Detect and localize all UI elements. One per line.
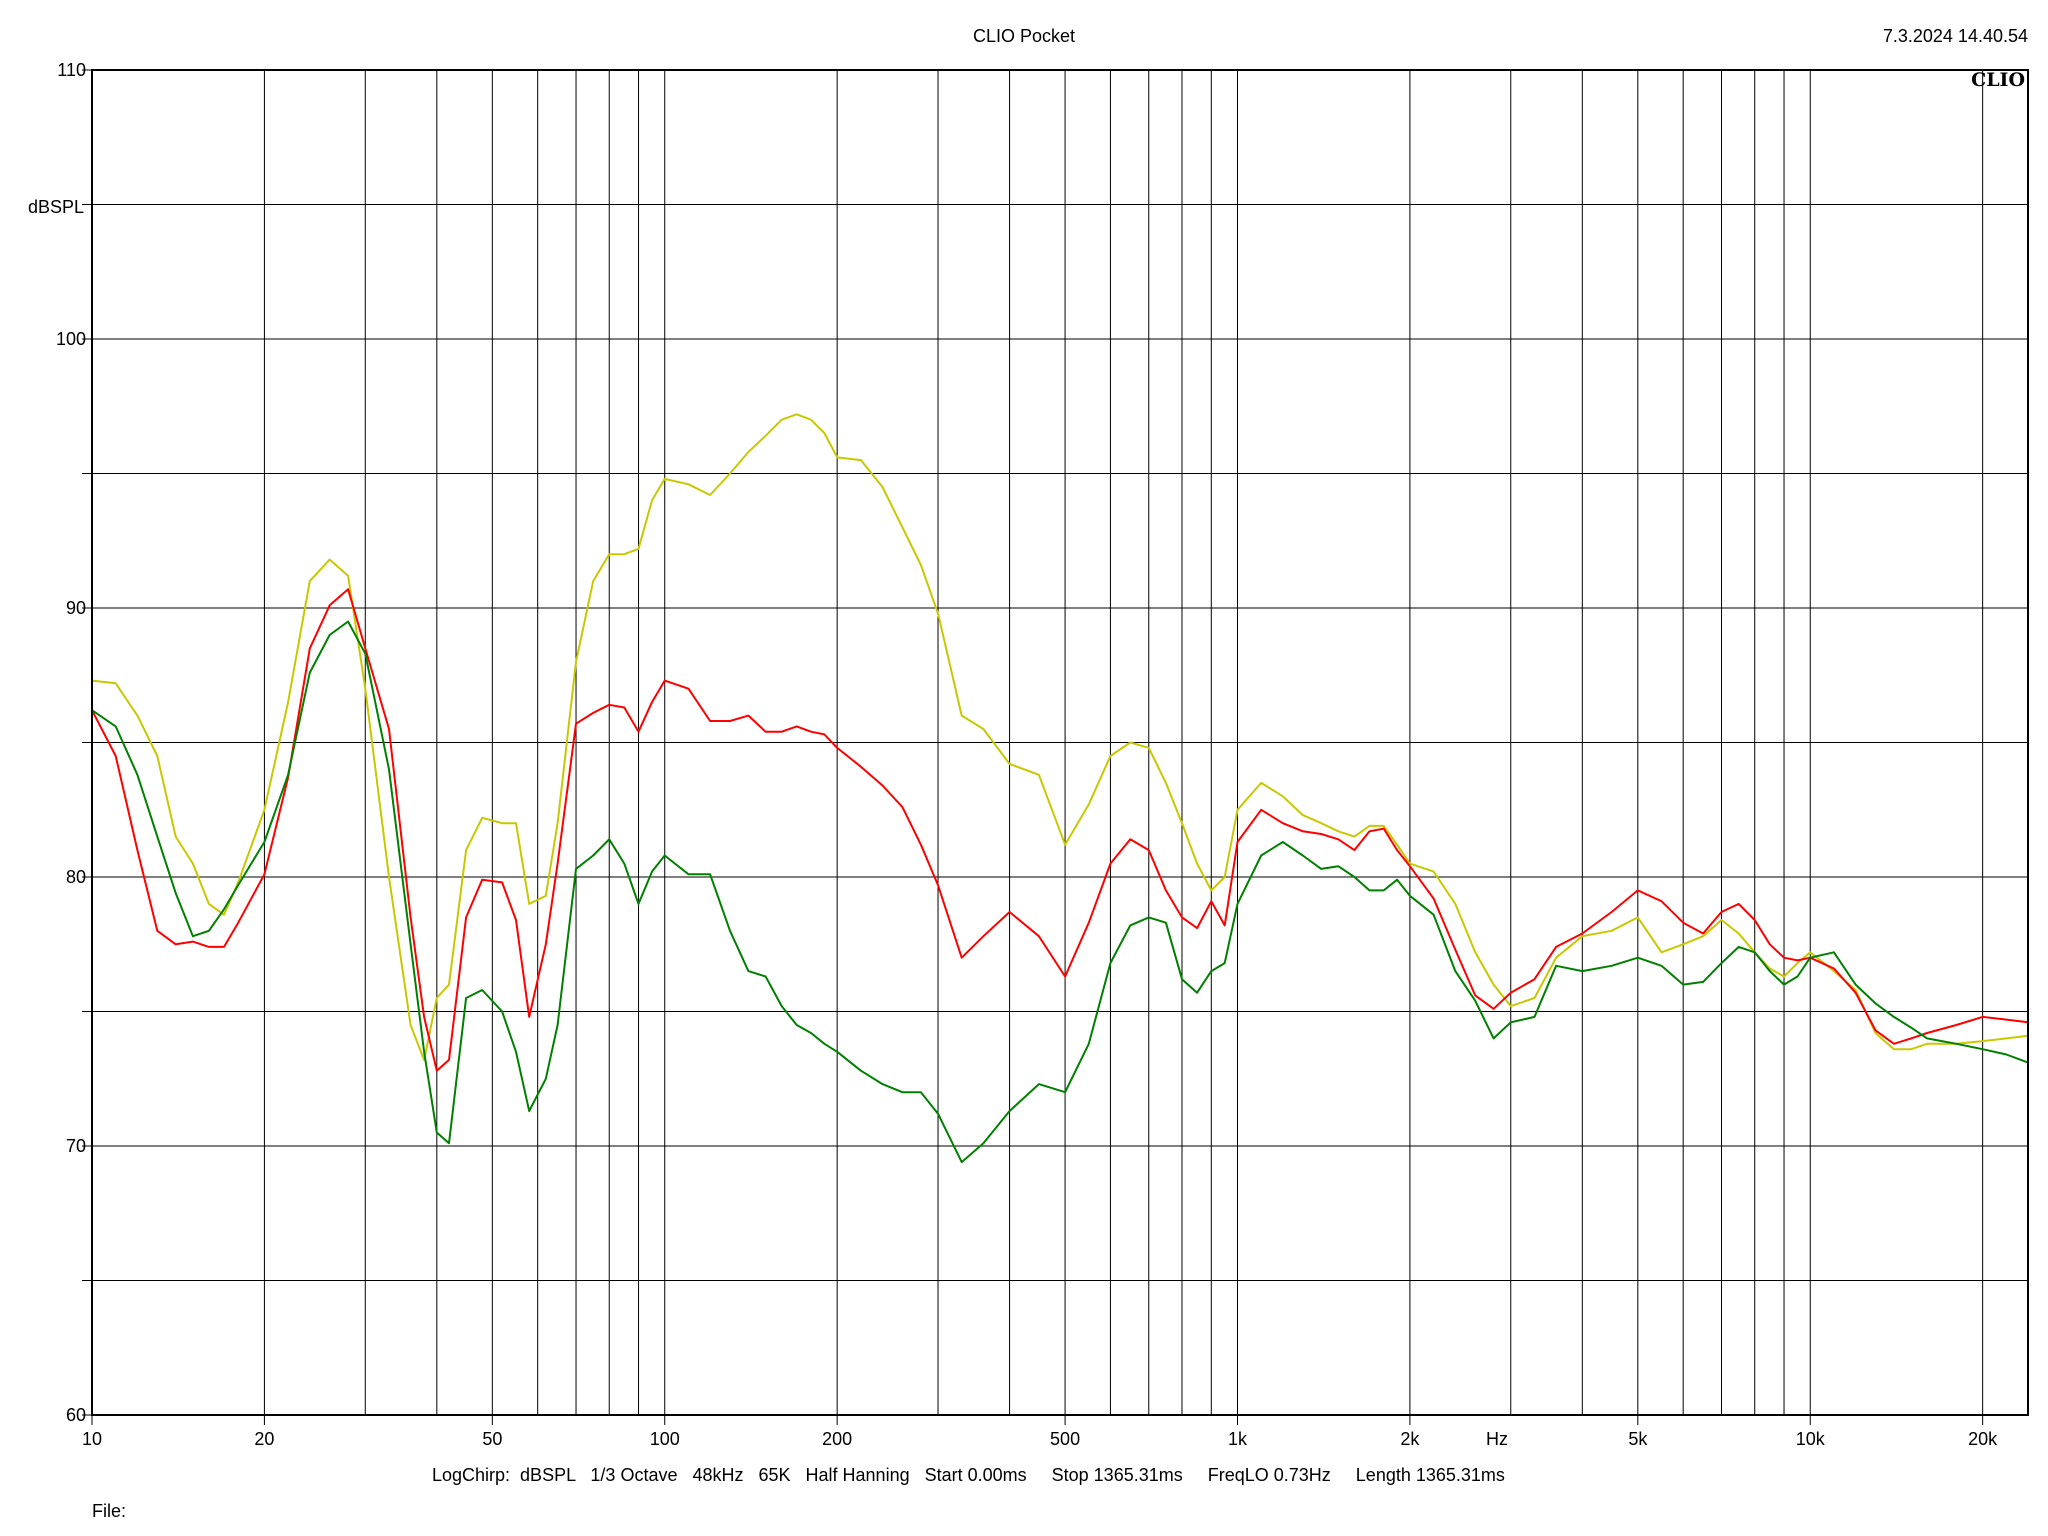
- y-axis-label: dBSPL: [28, 197, 84, 217]
- x-tick-label: 50: [482, 1429, 502, 1449]
- x-tick-label: 500: [1050, 1429, 1080, 1449]
- y-tick-label: 80: [66, 867, 86, 887]
- series-line-2: [91, 588, 2029, 1072]
- chart-title: CLIO Pocket: [973, 26, 1075, 46]
- x-tick-label: 20: [254, 1429, 274, 1449]
- x-tick-label: 200: [822, 1429, 852, 1449]
- file-label: File:: [92, 1501, 126, 1521]
- y-tick-label: 90: [66, 598, 86, 618]
- series-line-1: [91, 413, 2029, 1061]
- y-tick-label: 70: [66, 1136, 86, 1156]
- x-tick-label: 20k: [1968, 1429, 1998, 1449]
- clio-logo: CLIO: [1971, 69, 2025, 91]
- x-tick-label: 5k: [1628, 1429, 1648, 1449]
- x-tick-label: 100: [650, 1429, 680, 1449]
- timestamp: 7.3.2024 14.40.54: [1883, 26, 2028, 46]
- grid: [92, 70, 2028, 1415]
- y-tick-label: 60: [66, 1405, 86, 1425]
- y-tick-label: 100: [56, 329, 86, 349]
- x-tick-label: 1k: [1228, 1429, 1248, 1449]
- x-tick-label: 10k: [1796, 1429, 1826, 1449]
- x-axis-label: Hz: [1486, 1429, 1508, 1449]
- series-line-3: [91, 620, 2029, 1164]
- series-layer: [91, 413, 2029, 1164]
- measurement-info: LogChirp: dBSPL 1/3 Octave 48kHz 65K Hal…: [432, 1465, 1505, 1485]
- y-tick-label: 110: [57, 60, 86, 80]
- axis-ticks: 110 100 90 80 70 60 10 20 50 100 200 500 1k 2k 5k 10k 20…: [56, 60, 1998, 1449]
- x-tick-label: 10: [82, 1429, 102, 1449]
- x-tick-label: 2k: [1400, 1429, 1420, 1449]
